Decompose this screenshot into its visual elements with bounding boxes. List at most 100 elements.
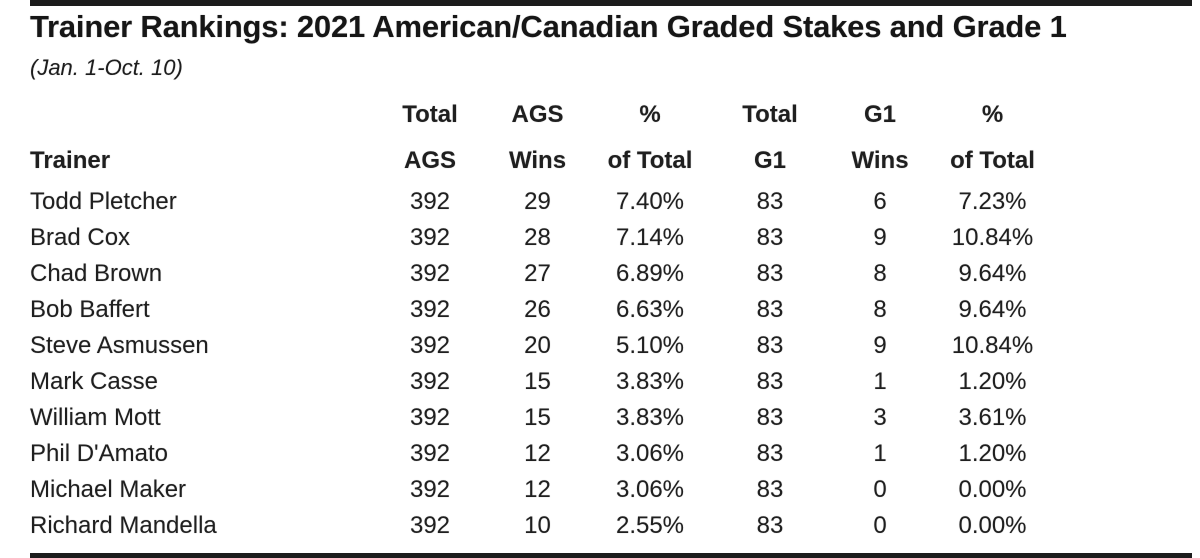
- table-cell: 7.40%: [615, 188, 685, 215]
- table-row: Mark Casse 392 15 3.83% 83 1 1.20%: [30, 364, 1055, 400]
- table-cell: 392: [409, 404, 451, 431]
- table-row: Michael Maker 392 12 3.06% 83 0 0.00%: [30, 472, 1055, 508]
- table-cell: 392: [409, 188, 451, 215]
- table-cell: 3.61%: [958, 404, 1027, 431]
- table-cell: 6.89%: [615, 260, 685, 287]
- table-cell: 0: [873, 476, 887, 503]
- table-cell: 26: [524, 296, 551, 323]
- table-cell: 392: [409, 476, 451, 503]
- trainer-name: Michael Maker: [30, 476, 187, 503]
- table-cell: 28: [524, 224, 551, 251]
- table-cell: 3.83%: [615, 368, 685, 395]
- table-cell: 9.64%: [958, 260, 1027, 287]
- table-cell: 83: [756, 332, 784, 359]
- column-header-total-g1-line2: G1: [753, 147, 786, 174]
- table-cell: 29: [524, 188, 551, 215]
- column-header-ags-wins-line1: AGS: [511, 101, 564, 128]
- trainer-name: Phil D'Amato: [30, 440, 168, 467]
- column-header-total-g1-line1: Total: [742, 101, 798, 128]
- table-cell: 10.84%: [951, 224, 1034, 251]
- column-header-pct-g1-line2: of Total: [950, 147, 1035, 174]
- table-row: Bob Baffert 392 26 6.63% 83 8 9.64%: [30, 292, 1055, 328]
- column-header-pct-g1-line1: %: [981, 101, 1004, 128]
- table-row: Phil D'Amato 392 12 3.06% 83 1 1.20%: [30, 436, 1055, 472]
- table-cell: 1.20%: [958, 368, 1027, 395]
- table-row: Chad Brown 392 27 6.89% 83 8 9.64%: [30, 256, 1055, 292]
- column-header-g1-wins-line2: Wins: [851, 147, 909, 174]
- table-cell: 9: [873, 332, 887, 359]
- table-cell: 1: [873, 368, 887, 395]
- table-cell: 8: [873, 296, 887, 323]
- trainer-name: William Mott: [30, 404, 161, 431]
- table-cell: 9: [873, 224, 887, 251]
- table-row: William Mott 392 15 3.83% 83 3 3.61%: [30, 400, 1055, 436]
- bottom-border-bar: [30, 553, 1192, 558]
- table-cell: 1: [873, 440, 887, 467]
- table-cell: 392: [409, 440, 451, 467]
- table-cell: 12: [524, 440, 551, 467]
- column-header-total-ags-line1: Total: [402, 101, 458, 128]
- table-cell: 2.55%: [615, 512, 685, 539]
- column-header-g1-wins-line1: G1: [863, 101, 896, 128]
- top-border-bar: [30, 0, 1192, 6]
- table-cell: 7.14%: [615, 224, 685, 251]
- trainer-name: Brad Cox: [30, 224, 131, 251]
- table-cell: 83: [756, 260, 784, 287]
- table-row: Steve Asmussen 392 20 5.10% 83 9 10.84%: [30, 328, 1055, 364]
- table-cell: 7.23%: [958, 188, 1027, 215]
- rankings-table: Total AGS % Total G1 % Trainer AGS Wins …: [30, 92, 1055, 544]
- table-cell: 9.64%: [958, 296, 1027, 323]
- table-cell: 3: [873, 404, 887, 431]
- table-cell: 15: [524, 368, 551, 395]
- table-cell: 392: [409, 260, 451, 287]
- table-row: Todd Pletcher 392 29 7.40% 83 6 7.23%: [30, 184, 1055, 220]
- column-header-pct-ags-line1: %: [639, 101, 661, 128]
- table-cell: 392: [409, 224, 451, 251]
- table-cell: 0.00%: [958, 512, 1027, 539]
- table-cell: 8: [873, 260, 887, 287]
- trainer-name: Chad Brown: [30, 260, 163, 287]
- table-cell: 83: [756, 188, 784, 215]
- table-cell: 392: [409, 296, 451, 323]
- table-cell: 392: [409, 332, 451, 359]
- trainer-name: Bob Baffert: [30, 296, 150, 323]
- table-cell: 10.84%: [951, 332, 1034, 359]
- column-header-pct-ags-line2: of Total: [607, 147, 693, 174]
- table-cell: 15: [524, 404, 551, 431]
- trainer-name: Todd Pletcher: [30, 188, 177, 215]
- table-cell: 1.20%: [958, 440, 1027, 467]
- table-cell: 6: [873, 188, 887, 215]
- table-cell: 83: [756, 224, 784, 251]
- table-cell: 83: [756, 512, 784, 539]
- trainer-name: Steve Asmussen: [30, 332, 209, 359]
- table-cell: 3.06%: [615, 440, 685, 467]
- table-cell: 392: [409, 512, 451, 539]
- table-cell: 392: [409, 368, 451, 395]
- table-row: Richard Mandella 392 10 2.55% 83 0 0.00%: [30, 508, 1055, 544]
- table-cell: 0.00%: [958, 476, 1027, 503]
- table-cell: 20: [524, 332, 551, 359]
- table-cell: 5.10%: [615, 332, 685, 359]
- page-subtitle: (Jan. 1-Oct. 10): [30, 55, 183, 80]
- table-cell: 83: [756, 368, 784, 395]
- column-header-total-ags-line2: AGS: [403, 147, 456, 174]
- table-cell: 3.06%: [615, 476, 685, 503]
- table-cell: 83: [756, 440, 784, 467]
- table-cell: 0: [873, 512, 887, 539]
- table-cell: 3.83%: [615, 404, 685, 431]
- column-header-ags-wins-line2: Wins: [508, 147, 567, 174]
- table-cell: 27: [524, 260, 551, 287]
- table-row: Brad Cox 392 28 7.14% 83 9 10.84%: [30, 220, 1055, 256]
- table-cell: 83: [756, 476, 784, 503]
- trainer-name: Mark Casse: [30, 368, 159, 395]
- table-cell: 6.63%: [615, 296, 685, 323]
- column-header-trainer: Trainer: [30, 147, 111, 174]
- header-row-2: Trainer AGS Wins of Total G1 Wins of Tot…: [30, 138, 1055, 184]
- table-cell: 10: [524, 512, 551, 539]
- table-cell: 83: [756, 404, 784, 431]
- table-cell: 12: [524, 476, 551, 503]
- trainer-name: Richard Mandella: [30, 512, 217, 539]
- page-title: Trainer Rankings: 2021 American/Canadian…: [30, 9, 1067, 44]
- header-row-1: Total AGS % Total G1 %: [30, 92, 1055, 138]
